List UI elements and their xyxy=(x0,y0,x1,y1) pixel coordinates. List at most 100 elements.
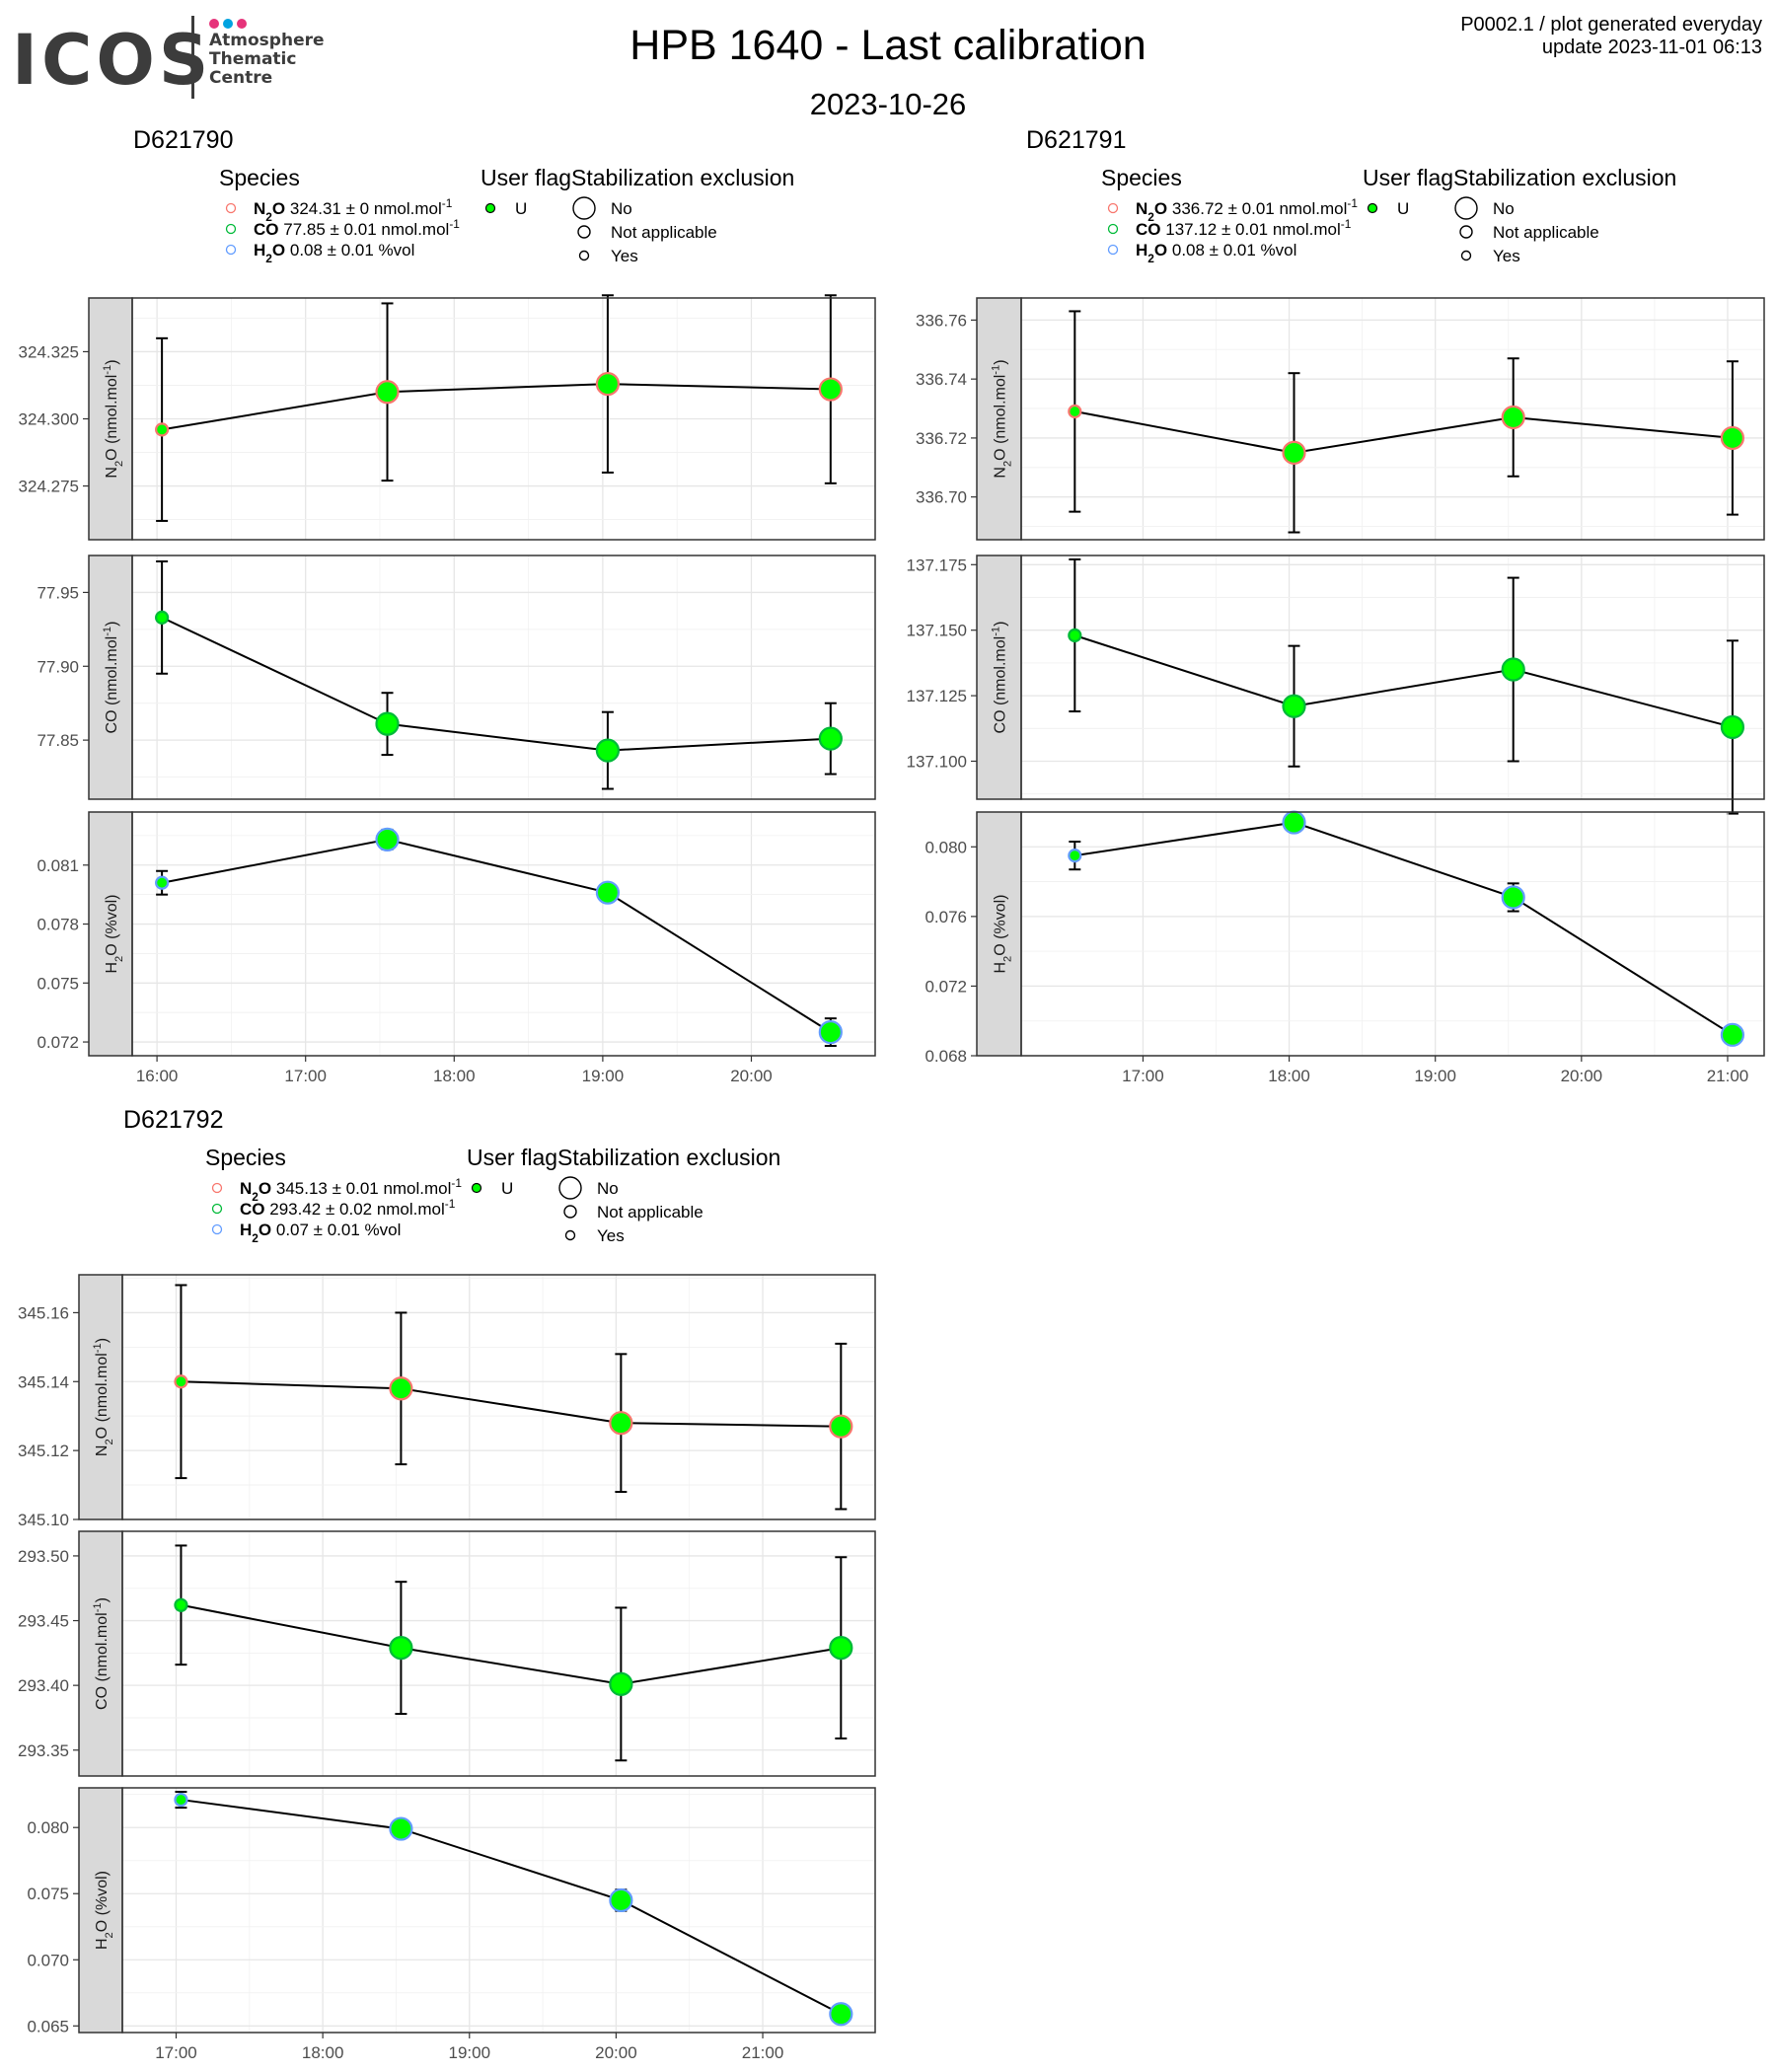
legend-user-flag-label: U xyxy=(501,1179,513,1198)
y-tick-label: 0.072 xyxy=(37,1033,79,1052)
legend-stabilization-label: No xyxy=(597,1179,619,1198)
logo-subtitle: Atmosphere Thematic Centre xyxy=(209,32,325,88)
data-point xyxy=(595,372,621,397)
y-tick-label: 0.080 xyxy=(27,1818,69,1837)
panel-ylabel: CO (nmol.mol-1) xyxy=(991,622,1009,734)
legend-stabilization-key xyxy=(1460,250,1472,261)
data-point xyxy=(1501,885,1525,910)
panel-CO: 77.85 77.90 77.95 CO (nmol.mol-1) xyxy=(37,555,876,800)
data-point xyxy=(818,726,843,751)
logo-line: Atmosphere xyxy=(209,31,325,50)
y-tick-label: 324.275 xyxy=(19,478,79,496)
data-point xyxy=(818,377,843,402)
y-tick-label: 0.075 xyxy=(27,1885,69,1903)
data-point xyxy=(1068,628,1082,643)
x-tick-label: 21:00 xyxy=(742,2043,784,2062)
data-point xyxy=(1282,810,1306,835)
legend-species-key xyxy=(211,1203,223,1215)
logo-dots xyxy=(209,16,251,34)
panel-ylabel: CO (nmol.mol-1) xyxy=(102,622,120,734)
data-point xyxy=(155,610,170,625)
panel-border xyxy=(121,1274,876,1520)
legend-stabilization-label: No xyxy=(1493,199,1515,218)
legend-species-key xyxy=(225,244,237,256)
y-tick-label: 137.100 xyxy=(907,752,967,771)
legend-title-user-flag: User flagStabilization exclusion xyxy=(1363,165,1676,190)
x-tick-label: 20:00 xyxy=(730,1067,773,1085)
panel-CO: 293.35 293.40 293.45 293.50 CO (nmol.mol-1) xyxy=(18,1530,876,1777)
legend-species-key xyxy=(225,223,237,235)
y-tick-label: 0.065 xyxy=(27,2017,69,2035)
panel-border xyxy=(131,555,876,800)
y-tick-label: 345.12 xyxy=(18,1442,69,1460)
panel-strip xyxy=(976,811,1022,1057)
data-point xyxy=(829,1635,853,1661)
legend-species-key xyxy=(225,202,237,214)
panel-border xyxy=(131,297,876,541)
legend-user-flag-key xyxy=(471,1182,482,1194)
y-tick-label: 345.14 xyxy=(18,1372,69,1391)
legend-stabilization-label: Not applicable xyxy=(597,1203,703,1221)
data-point xyxy=(389,1376,413,1401)
panel-ylabel: H2O (%vol) xyxy=(94,1871,115,1950)
panel-strip xyxy=(78,1787,123,2034)
x-tick-label: 19:00 xyxy=(1414,1067,1456,1085)
y-tick-label: 345.16 xyxy=(18,1303,69,1322)
panel-CO: 137.100 137.125 137.150 137.175 CO (nmol.mol… xyxy=(907,555,1765,815)
legend-stabilization-key xyxy=(564,1229,576,1241)
x-tick-label: 17:00 xyxy=(155,2043,197,2062)
legend-user-flag-key xyxy=(484,202,496,214)
x-tick-label: 18:00 xyxy=(302,2043,344,2062)
logo-line: Thematic xyxy=(209,49,297,69)
data-point xyxy=(595,880,621,905)
data-point xyxy=(375,711,400,736)
logo-dot xyxy=(209,19,219,29)
panel-strip xyxy=(88,297,133,541)
chart-legend: Species N2O 345.13 ± 0.01 nmol.mol-1CO 29… xyxy=(205,1145,780,1245)
x-tick-label: 20:00 xyxy=(595,2043,637,2062)
legend-species-label: H2O 0.07 ± 0.01 %vol xyxy=(240,1221,401,1245)
data-point xyxy=(595,738,621,763)
panel-strip xyxy=(976,297,1022,541)
series-line xyxy=(181,1603,842,1685)
y-tick-label: 336.76 xyxy=(916,311,967,330)
legend-title-species: Species xyxy=(205,1145,286,1170)
data-point xyxy=(375,827,400,851)
panel-ylabel: CO (nmol.mol-1) xyxy=(92,1597,111,1710)
y-tick-label: 345.10 xyxy=(18,1511,69,1529)
y-tick-label: 324.325 xyxy=(19,342,79,361)
logo-wordmark: ICOS xyxy=(12,20,213,101)
data-point xyxy=(1720,425,1745,451)
chart-legend: Species N2O 324.31 ± 0 nmol.mol-1CO 77.85… xyxy=(219,165,794,265)
legend-species-key xyxy=(211,1223,223,1235)
y-tick-label: 0.072 xyxy=(925,977,967,996)
legend-title-user-flag: User flagStabilization exclusion xyxy=(481,165,794,190)
chart-D621792: D621792 Species N2O 345.13 ± 0.01 nmol.mol… xyxy=(18,1106,876,2062)
legend-title-user-flag: User flagStabilization exclusion xyxy=(467,1145,780,1170)
legend-species-label: CO 77.85 ± 0.01 nmol.mol-1 xyxy=(254,217,460,239)
series-line xyxy=(1074,410,1733,454)
y-tick-label: 0.076 xyxy=(925,908,967,926)
legend-species-key xyxy=(211,1182,223,1194)
calibration-date: 2023-10-26 xyxy=(809,87,967,121)
x-tick-label: 16:00 xyxy=(136,1067,179,1085)
y-tick-label: 293.45 xyxy=(18,1612,69,1631)
y-tick-label: 137.125 xyxy=(907,687,967,705)
x-tick-label: 18:00 xyxy=(433,1067,476,1085)
legend-stabilization-key xyxy=(1454,196,1478,220)
panel-border xyxy=(121,1530,876,1777)
panel-strip xyxy=(88,555,133,800)
legend-species-key xyxy=(1107,223,1119,235)
data-point xyxy=(1720,714,1745,740)
data-point xyxy=(174,1374,188,1389)
y-tick-label: 324.300 xyxy=(19,410,79,429)
legend-user-flag-label: U xyxy=(1397,199,1409,218)
panel-N2O: 345.10 345.12 345.14 345.16 N2O (nmol.mol-1) xyxy=(18,1274,876,1529)
y-tick-label: 0.080 xyxy=(925,838,967,856)
x-tick-label: 17:00 xyxy=(284,1067,327,1085)
x-tick-label: 18:00 xyxy=(1268,1067,1310,1085)
plot-info-line: P0002.1 / plot generated everyday xyxy=(1460,14,1762,36)
panel-border xyxy=(1020,811,1765,1057)
data-point xyxy=(1068,849,1082,863)
